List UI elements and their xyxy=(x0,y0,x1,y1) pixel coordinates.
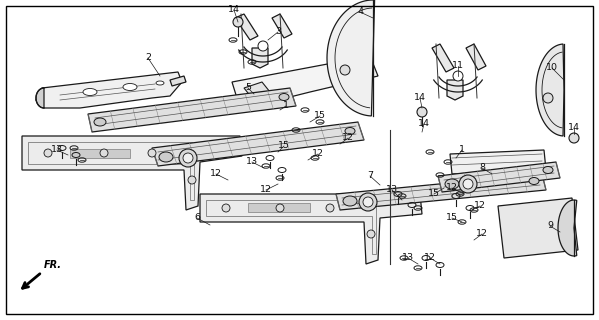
Ellipse shape xyxy=(340,65,350,75)
Ellipse shape xyxy=(417,107,427,117)
Ellipse shape xyxy=(529,178,539,185)
Polygon shape xyxy=(498,198,578,258)
Ellipse shape xyxy=(159,152,173,162)
Ellipse shape xyxy=(543,93,553,103)
Polygon shape xyxy=(450,150,546,174)
Text: 1: 1 xyxy=(459,146,465,155)
Ellipse shape xyxy=(326,204,334,212)
Text: 4: 4 xyxy=(357,7,363,17)
Ellipse shape xyxy=(453,71,463,81)
Text: 12: 12 xyxy=(474,202,486,211)
Polygon shape xyxy=(200,194,422,264)
Polygon shape xyxy=(336,174,546,210)
Polygon shape xyxy=(22,136,242,210)
Polygon shape xyxy=(36,72,182,108)
Polygon shape xyxy=(244,82,270,98)
Polygon shape xyxy=(248,203,310,212)
Text: 12: 12 xyxy=(342,133,354,142)
Text: 9: 9 xyxy=(547,221,553,230)
Polygon shape xyxy=(232,56,378,108)
Ellipse shape xyxy=(363,197,373,207)
Ellipse shape xyxy=(100,149,108,157)
Ellipse shape xyxy=(156,81,164,85)
Ellipse shape xyxy=(148,149,156,157)
Text: 5: 5 xyxy=(245,84,251,92)
Polygon shape xyxy=(432,44,454,72)
Polygon shape xyxy=(466,44,486,70)
Ellipse shape xyxy=(258,41,268,51)
Text: 13: 13 xyxy=(51,146,63,155)
Text: 15: 15 xyxy=(314,111,326,121)
Text: 13: 13 xyxy=(246,157,258,166)
Text: 12: 12 xyxy=(424,253,436,262)
Ellipse shape xyxy=(44,149,52,157)
Text: 12: 12 xyxy=(446,183,458,193)
Text: 3: 3 xyxy=(275,28,281,36)
Ellipse shape xyxy=(359,193,377,211)
Polygon shape xyxy=(536,44,564,136)
Polygon shape xyxy=(447,80,463,100)
Text: 11: 11 xyxy=(452,61,464,70)
Text: FR.: FR. xyxy=(44,260,62,270)
Text: 15: 15 xyxy=(428,189,440,198)
Ellipse shape xyxy=(222,204,230,212)
Polygon shape xyxy=(252,48,268,68)
Polygon shape xyxy=(152,122,364,166)
Ellipse shape xyxy=(123,84,137,91)
Ellipse shape xyxy=(276,204,284,212)
Text: 14: 14 xyxy=(228,5,240,14)
Ellipse shape xyxy=(463,179,473,189)
Text: 10: 10 xyxy=(546,63,558,73)
Polygon shape xyxy=(272,14,292,38)
Ellipse shape xyxy=(569,133,579,143)
Text: 12: 12 xyxy=(312,149,324,158)
Ellipse shape xyxy=(459,175,477,193)
Text: 6: 6 xyxy=(194,213,200,222)
Polygon shape xyxy=(36,88,44,108)
Text: 2: 2 xyxy=(145,53,151,62)
Text: 1: 1 xyxy=(283,101,289,110)
Ellipse shape xyxy=(179,149,197,167)
Ellipse shape xyxy=(188,176,196,184)
Text: 14: 14 xyxy=(418,119,430,129)
Polygon shape xyxy=(438,162,560,192)
Text: 13: 13 xyxy=(402,253,414,262)
Ellipse shape xyxy=(345,127,355,134)
Text: 12: 12 xyxy=(210,170,222,179)
Text: 15: 15 xyxy=(446,213,458,222)
Polygon shape xyxy=(558,200,577,256)
Ellipse shape xyxy=(445,179,459,189)
Text: 8: 8 xyxy=(479,164,485,172)
Ellipse shape xyxy=(279,93,289,100)
Ellipse shape xyxy=(233,17,243,27)
Text: 7: 7 xyxy=(367,172,373,180)
Ellipse shape xyxy=(94,118,106,126)
Polygon shape xyxy=(170,76,186,86)
Text: 14: 14 xyxy=(568,124,580,132)
Polygon shape xyxy=(235,14,258,40)
Ellipse shape xyxy=(83,89,97,95)
Text: 15: 15 xyxy=(278,141,290,150)
Ellipse shape xyxy=(343,196,357,206)
Ellipse shape xyxy=(543,166,553,173)
Polygon shape xyxy=(70,149,130,158)
Polygon shape xyxy=(88,88,296,132)
Polygon shape xyxy=(327,0,374,116)
Text: 13: 13 xyxy=(386,186,398,195)
Ellipse shape xyxy=(367,230,375,238)
Text: 12: 12 xyxy=(476,229,488,238)
Text: 12: 12 xyxy=(260,186,272,195)
Text: 14: 14 xyxy=(414,93,426,102)
Ellipse shape xyxy=(183,153,193,163)
